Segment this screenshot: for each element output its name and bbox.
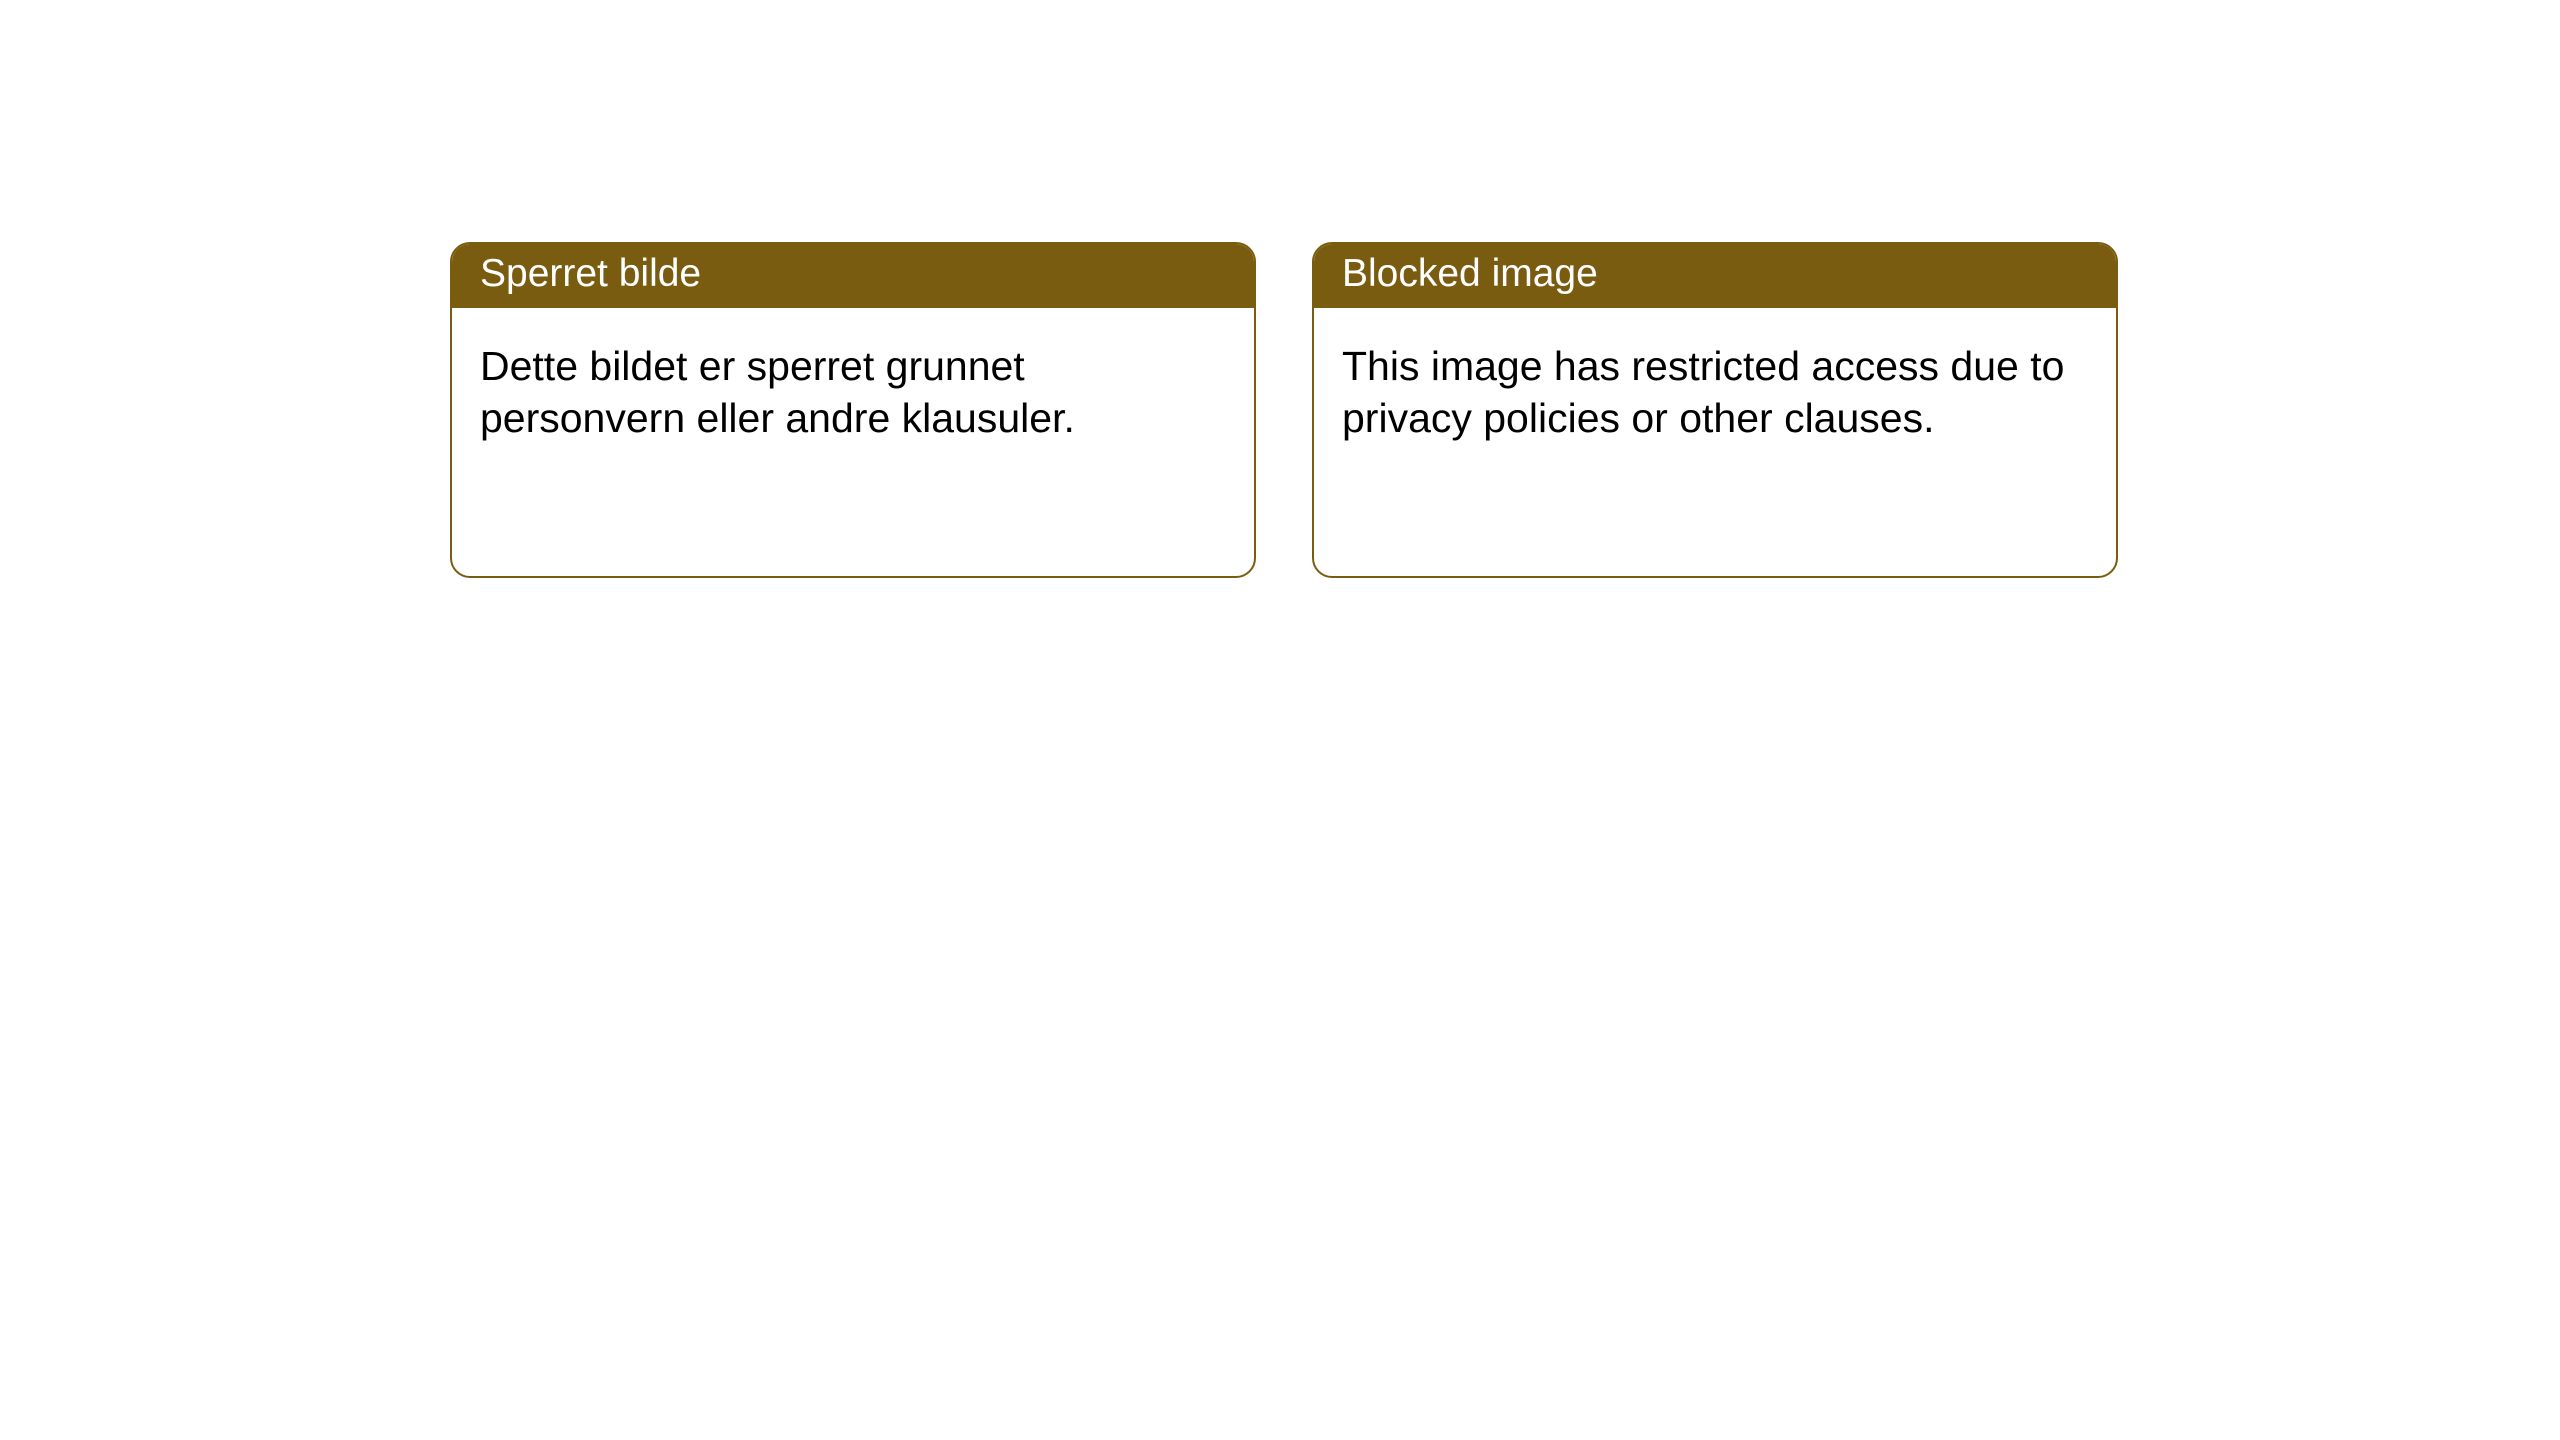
notice-card-body: This image has restricted access due to …	[1314, 308, 2116, 477]
notice-card-body: Dette bildet er sperret grunnet personve…	[452, 308, 1254, 477]
notice-card-english: Blocked image This image has restricted …	[1312, 242, 2118, 578]
notice-card-header: Blocked image	[1314, 244, 2116, 308]
notice-cards-container: Sperret bilde Dette bildet er sperret gr…	[0, 0, 2560, 578]
notice-card-norwegian: Sperret bilde Dette bildet er sperret gr…	[450, 242, 1256, 578]
notice-card-header: Sperret bilde	[452, 244, 1254, 308]
